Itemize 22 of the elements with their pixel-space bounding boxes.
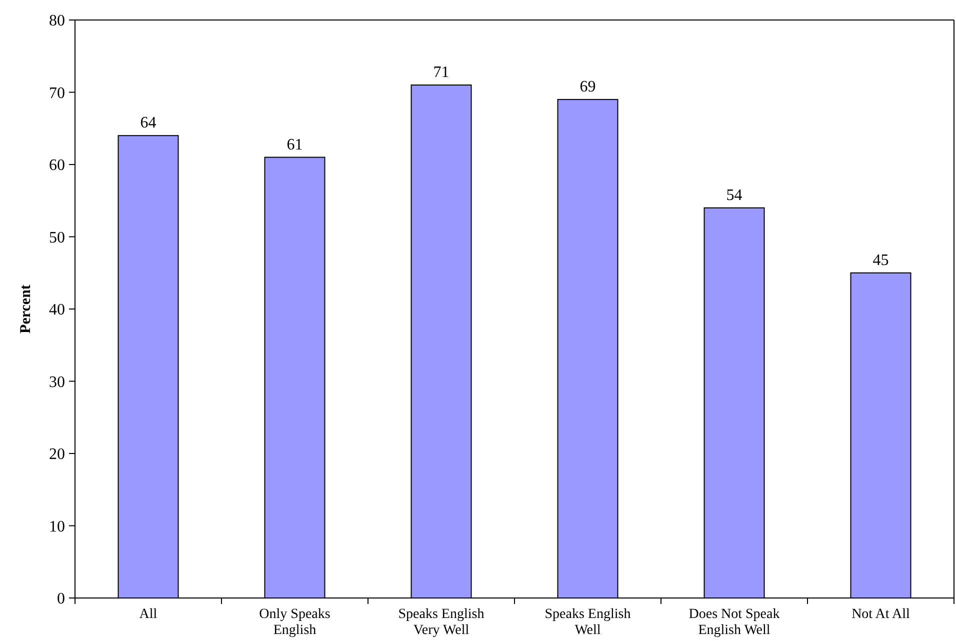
data-label: 61 (286, 136, 303, 154)
x-tick-label: Not At All (852, 607, 910, 622)
y-tick-label: 50 (49, 229, 65, 246)
data-label: 64 (140, 114, 156, 132)
data-label: 54 (726, 186, 742, 204)
data-label: 69 (580, 78, 596, 96)
y-tick-label: 0 (57, 590, 65, 608)
y-tick-label: 70 (49, 84, 65, 102)
x-tick-label: Speaks English Well (544, 607, 631, 638)
y-tick-label: 80 (49, 12, 65, 30)
y-tick-label: 30 (49, 374, 65, 391)
y-tick-label: 20 (49, 446, 65, 464)
x-tick-label: Speaks English Very Well (398, 607, 484, 638)
y-axis-title: Percent (18, 284, 34, 334)
data-label: 45 (872, 252, 889, 269)
data-label: 71 (433, 64, 450, 82)
x-tick-label: Does Not Speak English Well (688, 607, 780, 638)
y-tick-label: 10 (49, 518, 65, 536)
y-tick-label: 60 (49, 157, 65, 174)
x-tick-label: All (139, 607, 158, 622)
x-tick-label: Only Speaks English (259, 607, 330, 638)
y-tick-label: 40 (49, 302, 65, 319)
